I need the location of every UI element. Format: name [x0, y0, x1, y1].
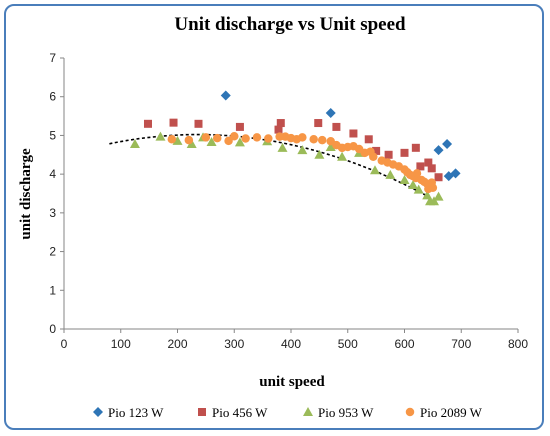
marker-circle [167, 135, 177, 144]
marker-triangle [303, 407, 313, 416]
marker-circle [298, 133, 307, 142]
marker-circle [317, 135, 327, 145]
marker-square [427, 164, 436, 173]
marker-diamond [433, 145, 444, 156]
y-tick-label: 3 [49, 206, 56, 220]
marker-square [314, 119, 323, 128]
marker-circle [184, 135, 194, 145]
marker-triangle [314, 149, 325, 159]
marker-triangle [234, 137, 245, 147]
marker-circle [230, 131, 239, 141]
x-tick-label: 500 [338, 337, 358, 351]
y-axis-label: unit discharge [18, 148, 34, 240]
marker-circle [212, 133, 222, 143]
y-tick-label: 1 [49, 283, 56, 297]
y-tick-label: 6 [49, 90, 56, 104]
marker-triangle [385, 169, 396, 179]
marker-circle [412, 169, 422, 178]
marker-triangle [206, 137, 217, 147]
marker-triangle [433, 191, 444, 201]
x-tick-label: 0 [61, 337, 68, 351]
marker-circle [369, 152, 378, 161]
legend-entry-label: Pio 123 W [108, 405, 164, 420]
legend-entry-label: Pio 456 W [212, 405, 268, 420]
marker-triangle [186, 138, 197, 148]
marker-triangle [172, 135, 183, 145]
x-tick-label: 100 [111, 337, 131, 351]
x-tick-label: 700 [451, 337, 471, 351]
marker-diamond [220, 90, 231, 101]
marker-circle [405, 407, 415, 417]
marker-circle [201, 133, 211, 142]
marker-square [400, 148, 409, 157]
y-tick-label: 2 [49, 245, 56, 259]
marker-square [364, 135, 373, 144]
marker-circle [252, 133, 262, 142]
plot-axes: 0 1 2 3 4 5 6 7 0 100 200 300 400 500 600 700 800 [49, 51, 528, 351]
x-tick-label: 800 [508, 337, 528, 351]
marker-square [424, 158, 433, 167]
marker-square [274, 125, 283, 134]
chart-title: Unit discharge vs Unit speed [174, 14, 406, 35]
marker-circle [309, 135, 318, 144]
y-tick-label: 7 [49, 51, 56, 65]
marker-triangle [325, 142, 336, 152]
marker-circle [224, 136, 233, 146]
marker-square [276, 119, 285, 128]
chart-frame [4, 4, 544, 430]
x-tick-label: 600 [394, 337, 414, 351]
x-axis-label: unit speed [259, 374, 325, 390]
marker-diamond [443, 171, 454, 182]
marker-triangle [369, 165, 380, 175]
marker-square [198, 408, 206, 416]
marker-square [235, 122, 244, 131]
marker-triangle [399, 174, 410, 184]
data-points [129, 90, 461, 206]
marker-square [349, 129, 358, 138]
y-tick-label: 0 [49, 322, 56, 336]
marker-square [416, 162, 425, 171]
marker-triangle [297, 145, 308, 155]
marker-triangle [413, 184, 424, 194]
marker-triangle [129, 138, 140, 148]
legend: Pio 123 W Pio 456 W Pio 953 W Pio 2089 W [93, 405, 483, 420]
marker-triangle [155, 131, 166, 141]
marker-diamond [442, 138, 453, 149]
marker-square [143, 119, 152, 128]
marker-square [411, 143, 420, 152]
marker-diamond [93, 407, 103, 417]
x-tick-label: 300 [224, 337, 244, 351]
marker-diamond [325, 107, 336, 118]
marker-triangle [408, 179, 419, 189]
x-tick-label: 400 [281, 337, 301, 351]
marker-triangle [337, 151, 348, 161]
marker-circle [264, 134, 273, 143]
legend-entry-label: Pio 953 W [318, 405, 374, 420]
y-tick-label: 5 [49, 128, 56, 142]
marker-triangle [429, 196, 440, 206]
marker-square [194, 119, 203, 128]
y-tick-label: 4 [49, 167, 56, 181]
marker-triangle [277, 142, 288, 152]
marker-circle [241, 134, 250, 143]
legend-entry-label: Pio 2089 W [420, 405, 483, 420]
marker-square [332, 122, 341, 131]
marker-square [434, 173, 443, 182]
marker-square [372, 146, 381, 155]
marker-circle [428, 183, 438, 192]
x-tick-label: 200 [167, 337, 187, 351]
marker-square [384, 150, 393, 159]
marker-square [169, 118, 178, 127]
